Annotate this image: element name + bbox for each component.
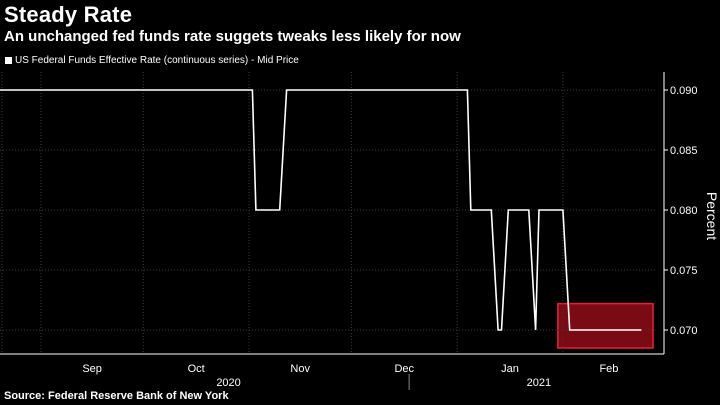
y-tick-label: 0.085 [670, 145, 698, 157]
x-tick-label: Feb [599, 363, 618, 375]
grid-layer [0, 72, 655, 354]
y-tick-label: 0.080 [670, 205, 698, 217]
axis-layer: 0.070 0.075 0.080 0.085 0.090 Sep Oct Nov Dec Jan… [0, 72, 698, 390]
x-tick-label: Jan [501, 363, 519, 375]
source-note: Source: Federal Reserve Bank of New York [4, 390, 229, 402]
y-tick-label: 0.070 [670, 325, 698, 337]
year-label: 2020 [216, 377, 240, 389]
highlight-layer [557, 302, 654, 349]
legend-swatch [5, 57, 12, 64]
legend-label: US Federal Funds Effective Rate (continu… [15, 55, 299, 66]
x-tick-label: Nov [290, 363, 310, 375]
y-axis-label: Percent [704, 192, 720, 240]
series-line [0, 89, 642, 331]
highlight-box [557, 302, 654, 349]
y-tick-label: 0.075 [670, 265, 698, 277]
y-tick-label: 0.090 [670, 85, 698, 97]
chart-subtitle: An unchanged fed funds rate suggets twea… [4, 28, 461, 45]
year-label: 2021 [527, 377, 551, 389]
x-tick-label: Sep [82, 363, 102, 375]
series-layer [0, 89, 642, 331]
x-tick-label: Oct [188, 363, 205, 375]
chart-legend: US Federal Funds Effective Rate (continu… [5, 55, 299, 66]
x-tick-label: Dec [394, 363, 414, 375]
chart-title: Steady Rate [4, 2, 133, 27]
